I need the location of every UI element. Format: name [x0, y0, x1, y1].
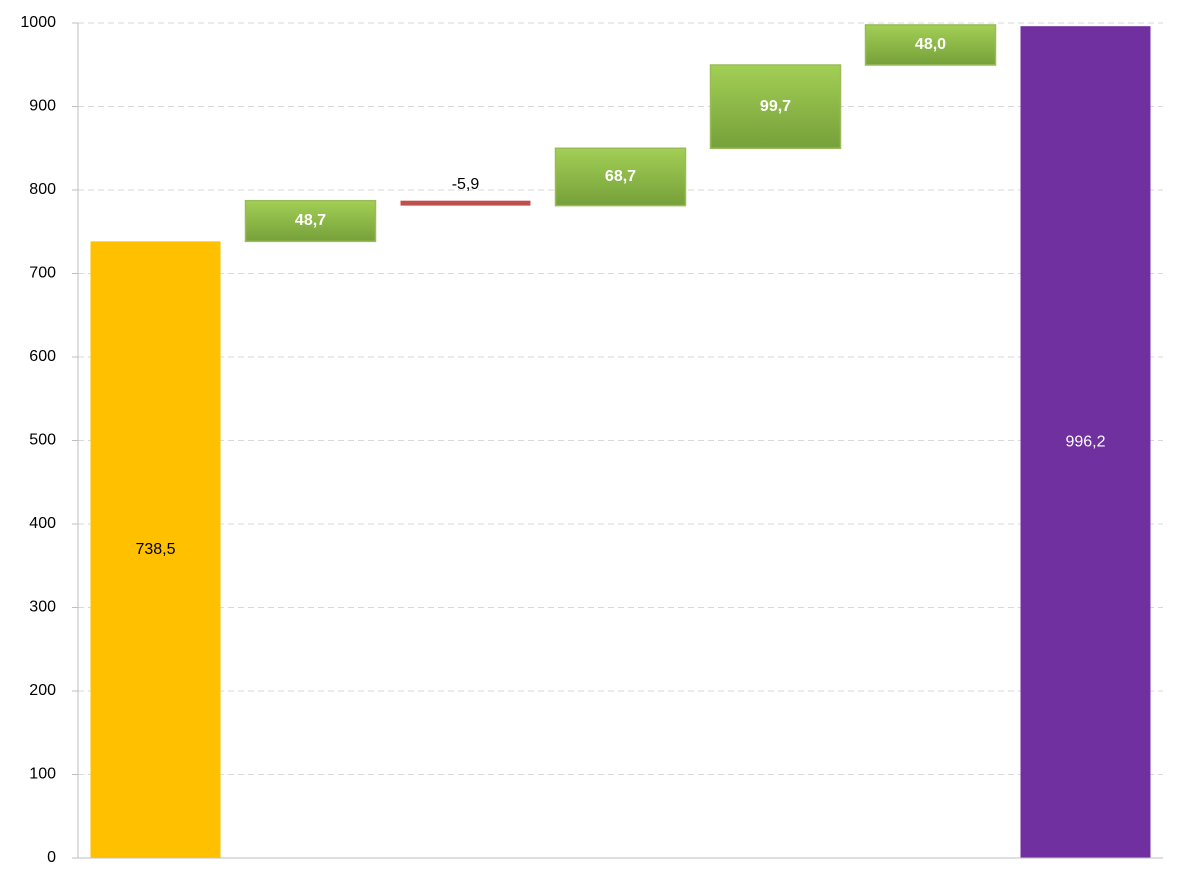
- value-label: 68,7: [605, 168, 636, 185]
- y-tick-label: 700: [29, 265, 56, 282]
- value-label: 996,2: [1065, 433, 1105, 450]
- y-tick-label: 300: [29, 599, 56, 616]
- y-tick-label: 800: [29, 181, 56, 198]
- value-label: 738,5: [135, 541, 175, 558]
- y-tick-label: 500: [29, 432, 56, 449]
- value-label: 48,7: [295, 212, 326, 229]
- y-tick-label: 100: [29, 766, 56, 783]
- y-tick-label: 400: [29, 515, 56, 532]
- y-tick-label: 200: [29, 682, 56, 699]
- bar: [864, 24, 997, 66]
- bar: [244, 199, 377, 243]
- y-tick-label: 0: [47, 849, 56, 866]
- bar: [400, 200, 531, 206]
- bar: [90, 241, 221, 859]
- value-label: -5,9: [452, 176, 480, 193]
- value-label: 99,7: [760, 98, 791, 115]
- y-tick-label: 900: [29, 98, 56, 115]
- y-tick-label: 600: [29, 348, 56, 365]
- bar: [709, 64, 842, 149]
- bar: [554, 147, 687, 207]
- bar: [1020, 26, 1151, 859]
- y-tick-label: 1000: [20, 14, 56, 31]
- value-label: 48,0: [915, 36, 946, 53]
